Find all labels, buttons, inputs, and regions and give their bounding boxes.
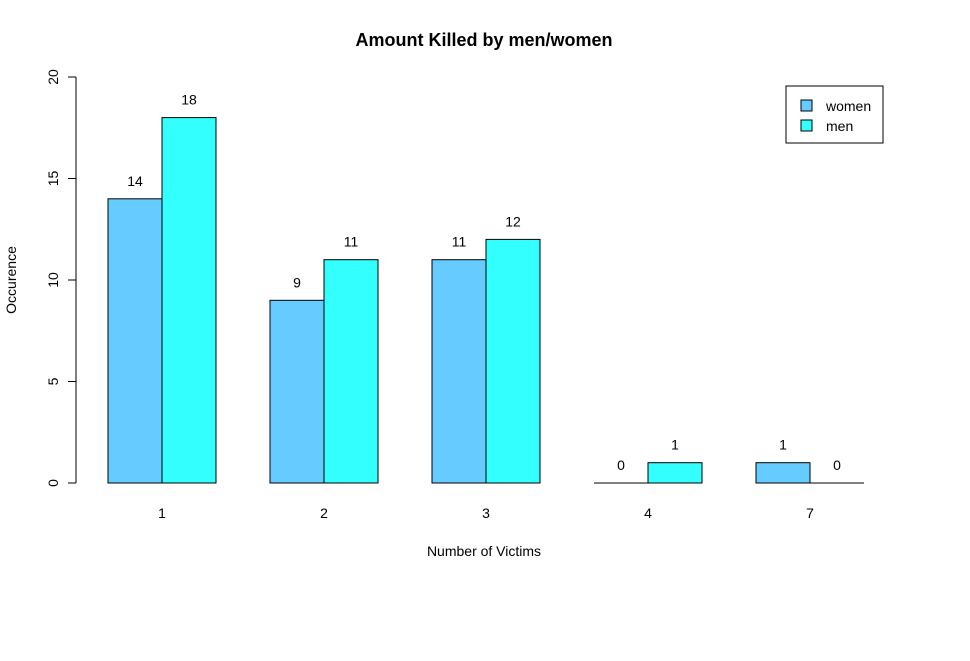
chart-title: Amount Killed by men/women <box>355 30 612 50</box>
x-tick-label: 4 <box>644 505 652 521</box>
bar-value-label-men-2: 11 <box>344 234 359 250</box>
bar-value-label-women-7: 1 <box>779 437 787 453</box>
y-axis-label: Occurence <box>3 246 19 314</box>
legend-box <box>785 85 884 144</box>
x-tick-labels-group: 1 2 3 4 7 <box>158 505 814 521</box>
y-tick-label: 0 <box>45 479 61 487</box>
legend-label-women: women <box>825 98 871 114</box>
bar-value-label-women-3: 11 <box>452 234 467 250</box>
bar-men-4 <box>647 462 703 484</box>
bar-women-2 <box>269 299 325 484</box>
x-tick-label: 2 <box>320 505 328 521</box>
bar-value-label-men-3: 12 <box>505 213 521 229</box>
bar-value-label-women-4: 0 <box>617 457 625 473</box>
y-tick-label: 10 <box>45 272 61 288</box>
x-axis-label: Number of Victims <box>427 543 541 559</box>
x-tick-label: 3 <box>482 505 490 521</box>
x-tick-label: 1 <box>158 505 166 521</box>
bar-women-1 <box>107 198 163 484</box>
bar-value-label-women-1: 14 <box>127 173 143 189</box>
bar-value-label-men-7: 0 <box>833 457 841 473</box>
bar-men-1 <box>161 117 217 484</box>
legend-swatch-men <box>800 119 813 132</box>
legend-swatch-women <box>800 99 813 112</box>
bar-men-2 <box>323 259 379 484</box>
y-tick-label: 20 <box>45 69 61 85</box>
bar-value-label-women-2: 9 <box>293 274 301 290</box>
y-tick-label: 15 <box>45 171 61 187</box>
y-axis: 0 5 10 15 20 <box>45 69 77 487</box>
bars-group <box>107 117 864 484</box>
legend-label-men: men <box>826 118 853 134</box>
bar-women-3 <box>431 259 487 484</box>
y-tick-label: 5 <box>45 377 61 385</box>
x-tick-label: 7 <box>806 505 814 521</box>
bar-value-label-men-4: 1 <box>671 437 679 453</box>
bar-men-3 <box>485 238 541 484</box>
bar-women-7 <box>755 462 811 484</box>
legend: women men <box>785 85 884 144</box>
bar-value-label-men-1: 18 <box>181 92 197 108</box>
